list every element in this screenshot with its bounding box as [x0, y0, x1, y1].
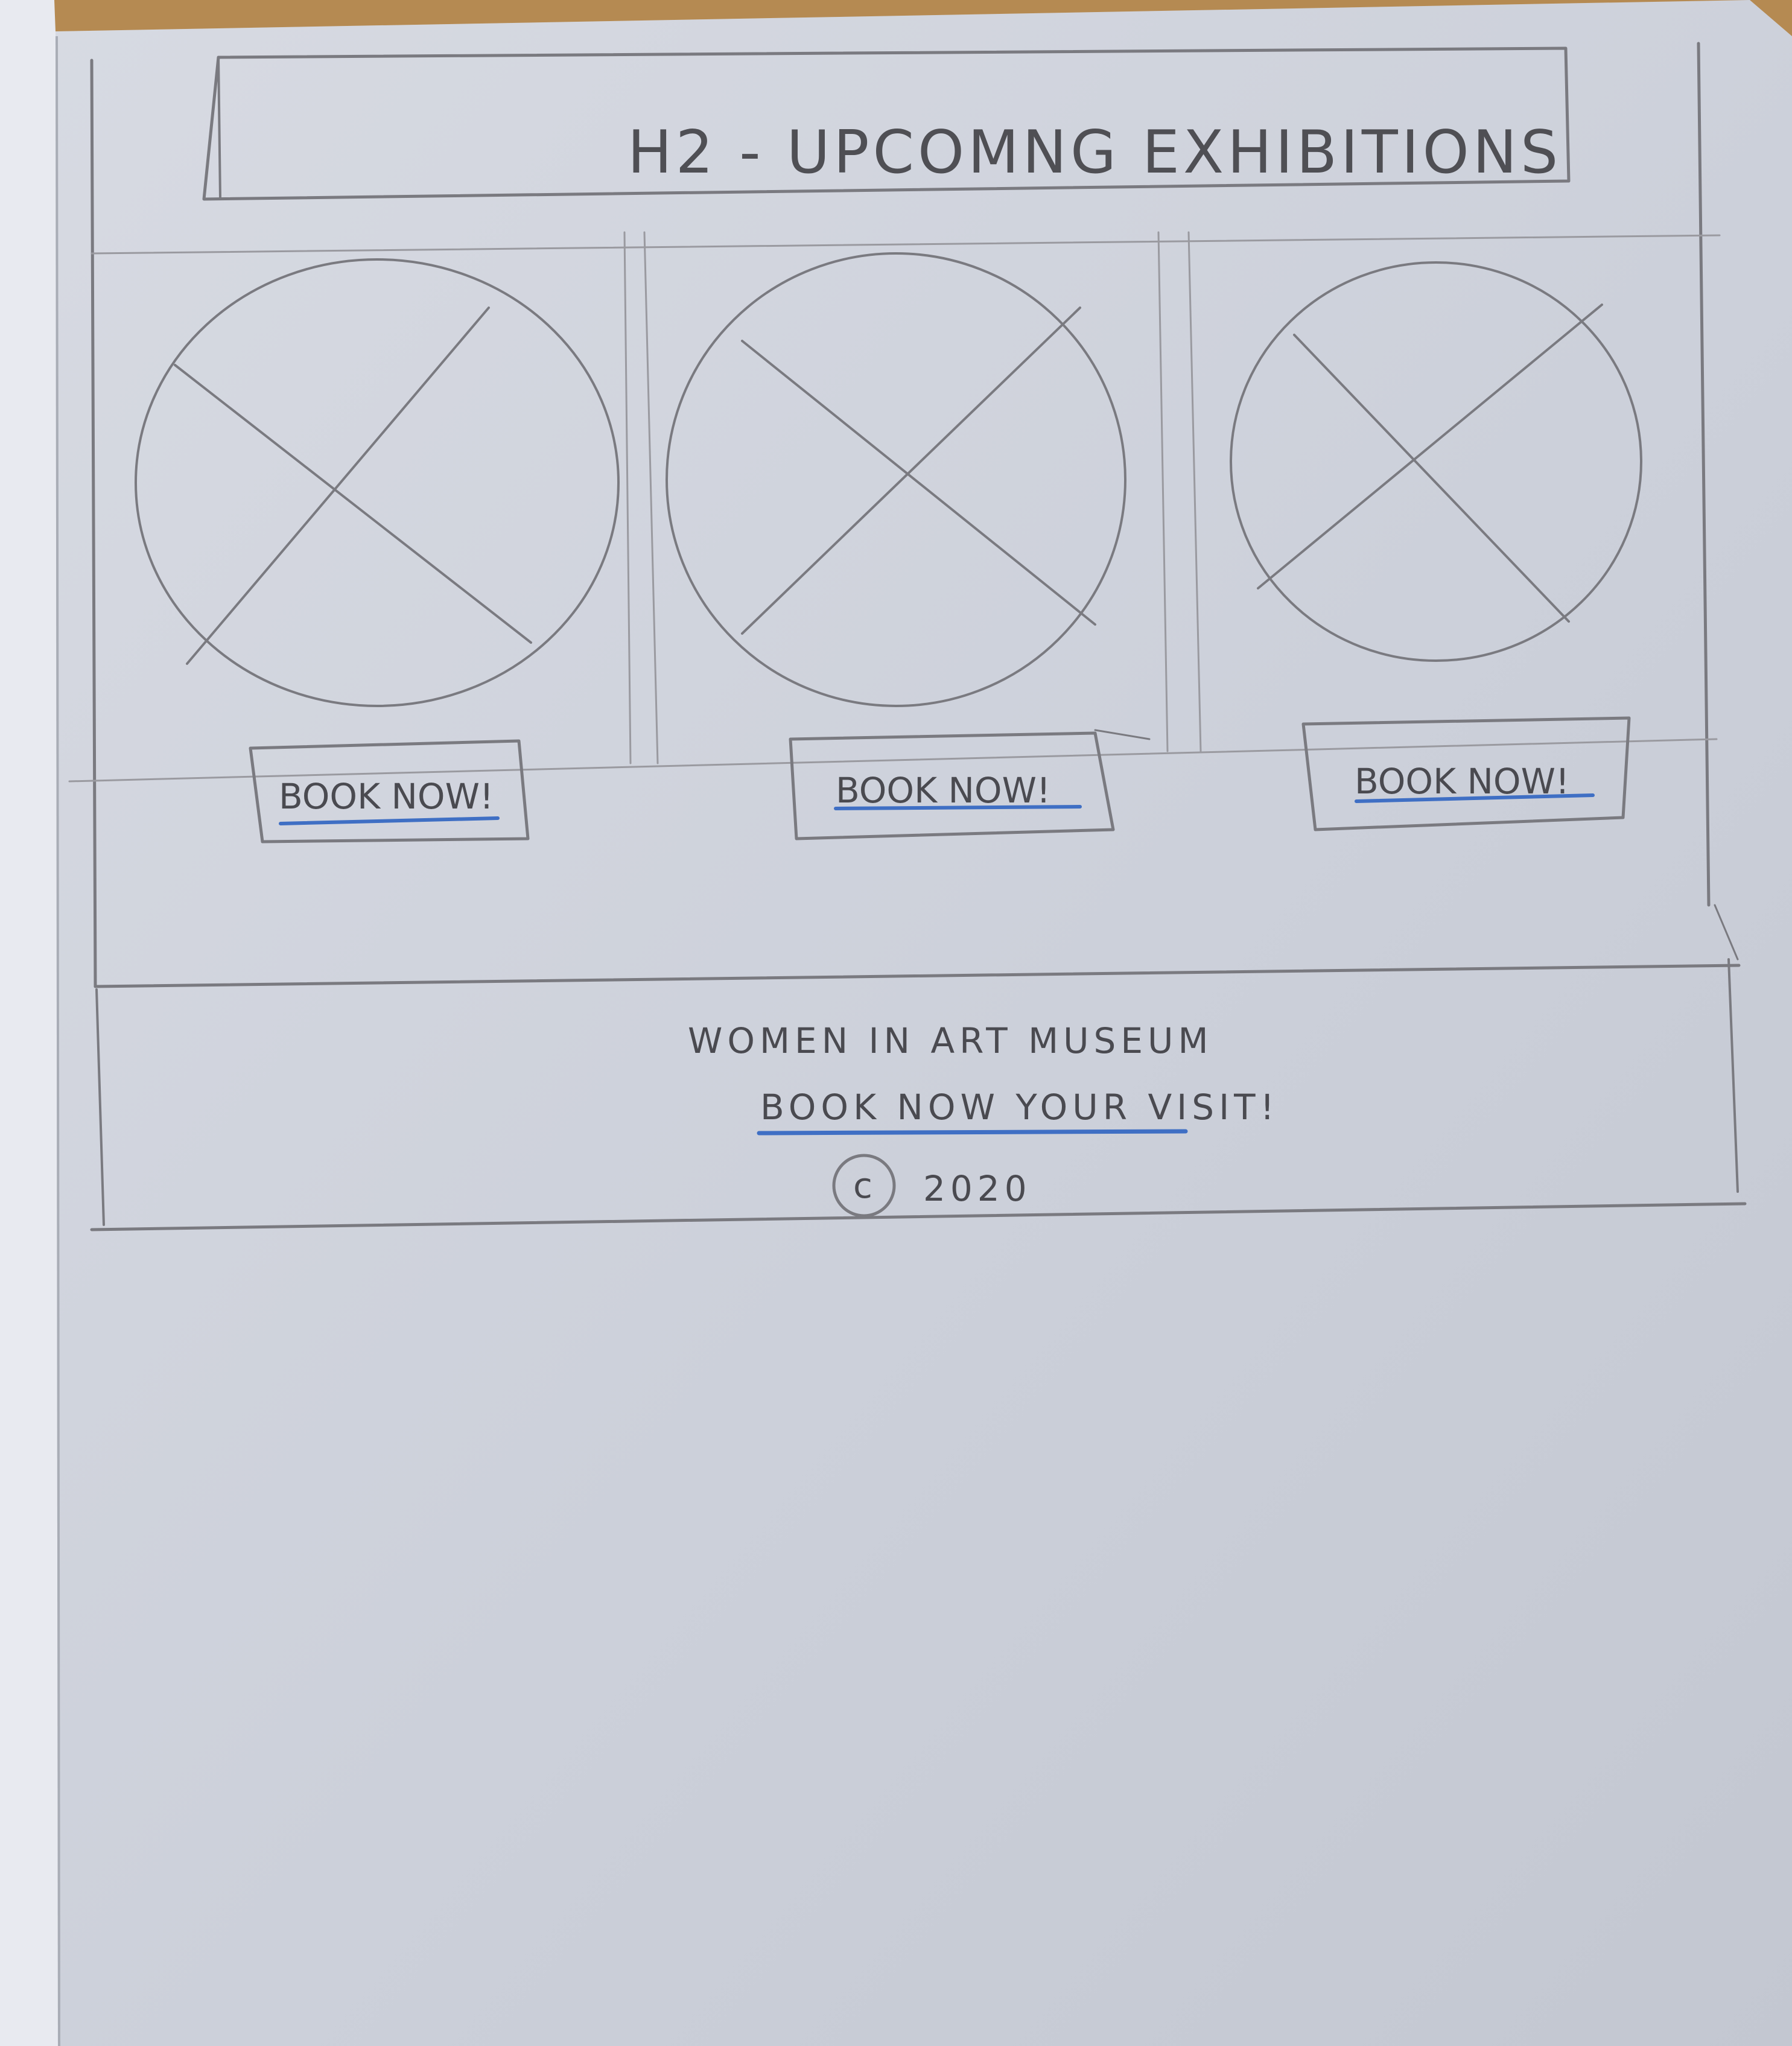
book-now-button-2[interactable]: BOOK NOW! — [789, 729, 1151, 840]
museum-name: WOMEN IN ART MUSEUM — [688, 1020, 1213, 1061]
book-now-label-1: BOOK NOW! — [279, 776, 494, 817]
book-now-label-2: BOOK NOW! — [836, 770, 1050, 811]
section-frame — [90, 42, 1747, 1231]
copyright-icon: c — [832, 1154, 896, 1218]
heading-box: H2 - UPCOMNG EXHIBITIONS — [202, 46, 1571, 201]
copyright-symbol: c — [853, 1165, 872, 1206]
heading-text: H2 - UPCOMNG EXHIBITIONS — [628, 118, 1562, 187]
card-row-guides — [68, 231, 1721, 783]
image-placeholder-icon — [1230, 261, 1642, 662]
image-placeholder-icon — [666, 252, 1126, 707]
copyright-year: 2020 — [923, 1168, 1032, 1209]
copyright: c 2020 — [832, 1154, 1032, 1218]
card-3 — [1230, 261, 1642, 662]
card-2 — [666, 252, 1126, 707]
image-placeholder-icon — [135, 258, 620, 707]
footer-link-text: BOOK NOW YOUR VISIT! — [760, 1087, 1279, 1128]
footer: WOMEN IN ART MUSEUM BOOK NOW YOUR VISIT!… — [688, 1020, 1279, 1218]
card-1 — [135, 258, 620, 707]
book-now-button-1[interactable]: BOOK NOW! — [249, 739, 530, 843]
book-now-button-3[interactable]: BOOK NOW! — [1301, 716, 1631, 831]
footer-booking-link[interactable]: BOOK NOW YOUR VISIT! — [757, 1087, 1279, 1136]
